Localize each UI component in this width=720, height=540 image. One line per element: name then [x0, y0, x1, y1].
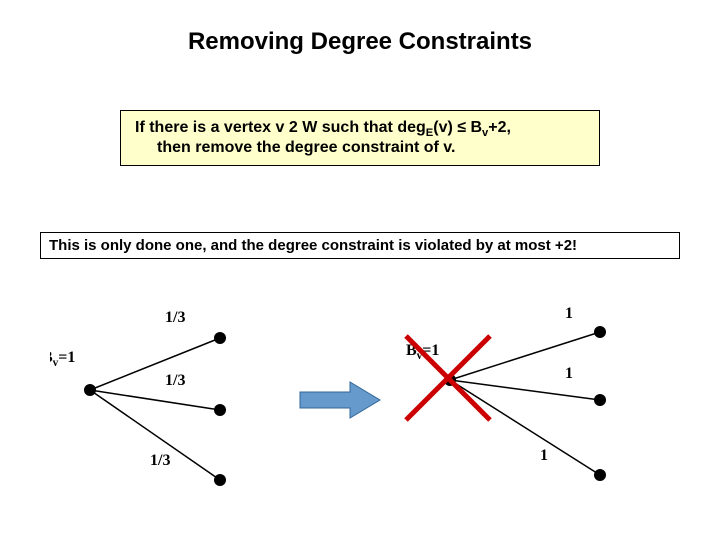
slide: Removing Degree Constraints If there is …: [0, 0, 720, 540]
svg-text:1: 1: [565, 365, 573, 382]
right-tree: 111Bv=1: [400, 300, 680, 520]
svg-text:1: 1: [565, 305, 573, 322]
svg-text:1: 1: [540, 447, 548, 464]
